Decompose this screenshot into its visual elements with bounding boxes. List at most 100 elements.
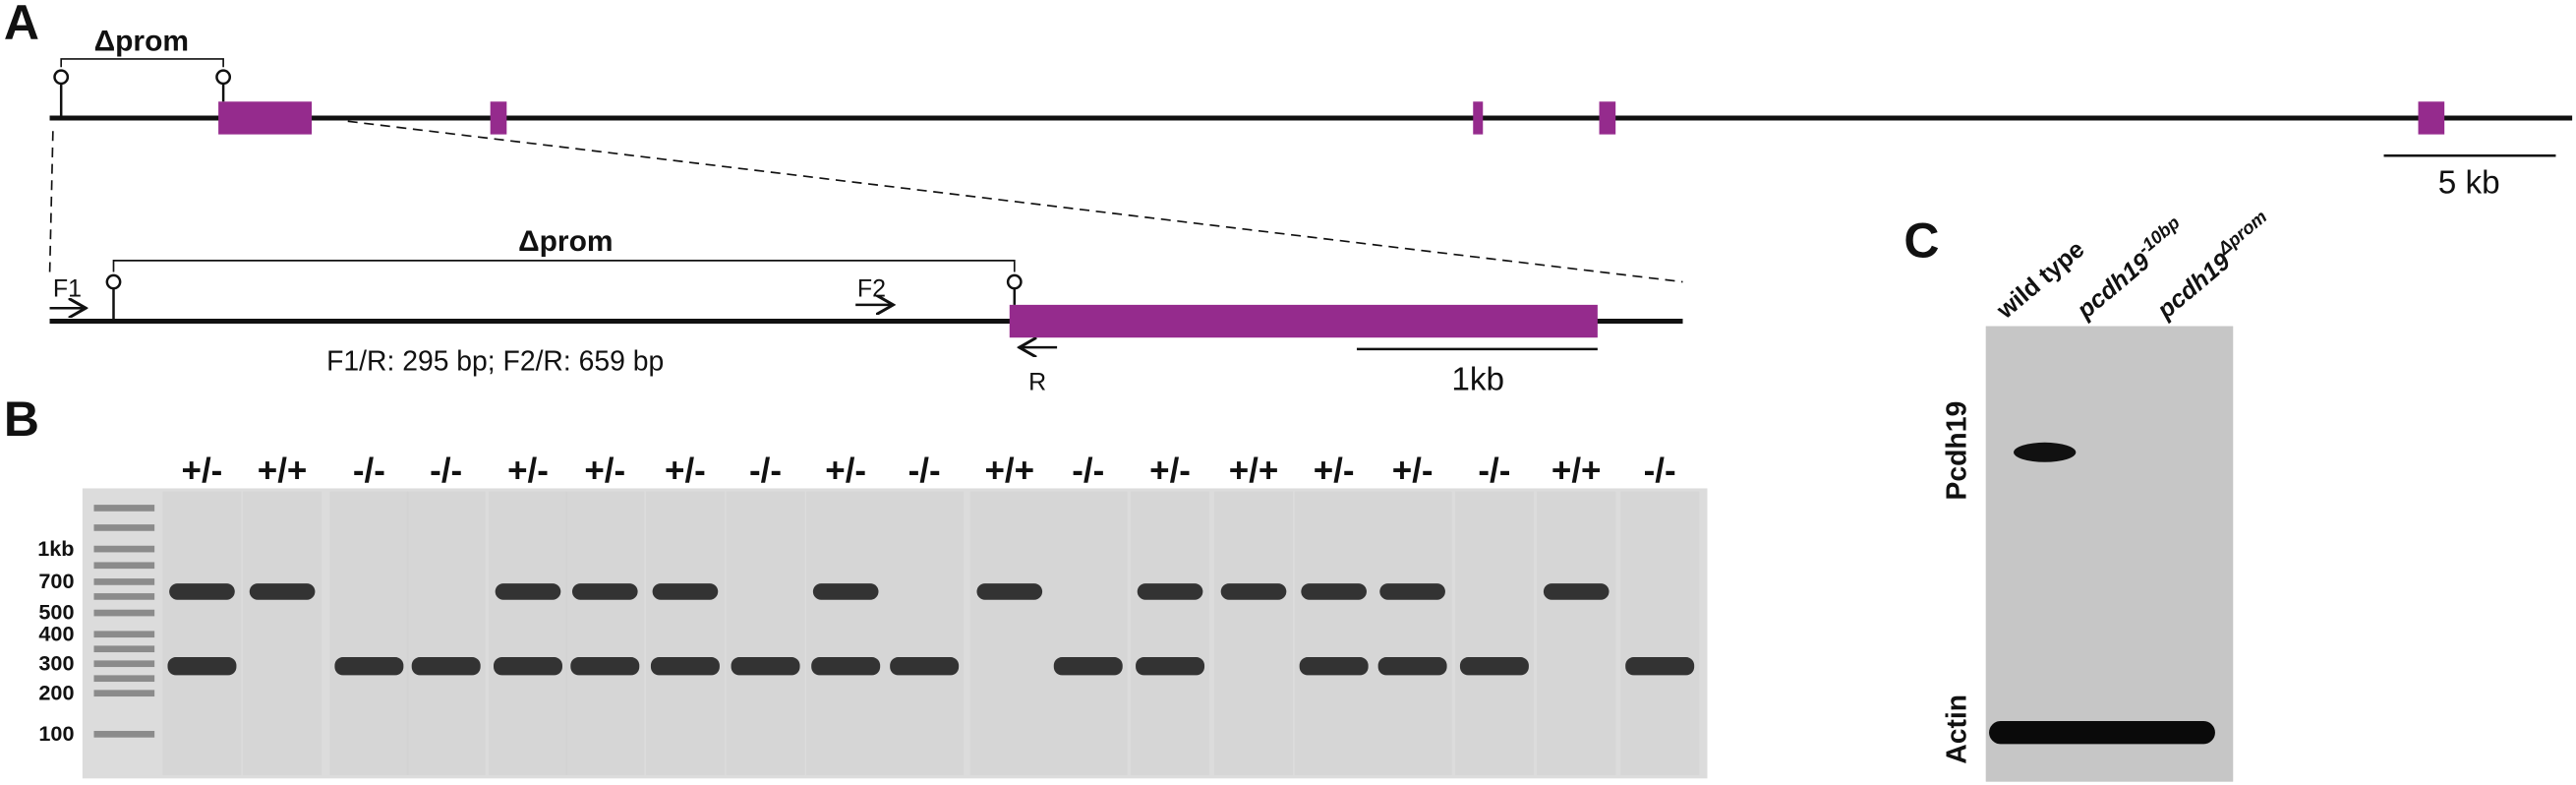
product-sizes: F1/R: 295 bp; F2/R: 659 bp	[326, 346, 664, 378]
genotype-label: -/-	[1072, 452, 1104, 490]
band	[811, 657, 881, 676]
band	[650, 657, 720, 676]
scale-label: 1kb	[1451, 362, 1504, 398]
panel-label: C	[1903, 213, 1939, 269]
ladder-band	[93, 545, 155, 553]
ladder-band	[93, 645, 155, 653]
band	[1136, 657, 1205, 676]
lane	[1214, 491, 1293, 776]
lane	[1620, 491, 1700, 776]
ladder-band	[93, 609, 155, 617]
genotype-label: -/-	[353, 452, 385, 490]
band	[411, 657, 481, 676]
ladder-label: 300	[38, 650, 74, 675]
genotype-label: +/+	[258, 452, 308, 490]
lane	[1454, 491, 1534, 776]
band	[976, 583, 1043, 600]
ladder-band	[93, 731, 155, 738]
band	[731, 657, 800, 676]
lane	[726, 491, 805, 776]
lane	[329, 491, 409, 776]
lane	[969, 491, 1049, 776]
band	[1220, 583, 1287, 600]
lane	[645, 491, 725, 776]
genotype-label: +/-	[507, 452, 549, 490]
band	[169, 583, 235, 600]
band	[1053, 657, 1123, 676]
band	[1989, 721, 2215, 745]
lane	[806, 491, 886, 776]
band	[570, 657, 640, 676]
ladder-band	[93, 675, 155, 683]
band	[249, 583, 316, 600]
lane-sup: -10bp	[2134, 211, 2184, 258]
primer-label: R	[1028, 369, 1046, 396]
band	[167, 657, 237, 676]
genotype-label: +/-	[182, 452, 223, 490]
lane-name: wild type	[1991, 235, 2090, 325]
genotype-label: -/-	[430, 452, 462, 490]
genotype-label: -/-	[749, 452, 782, 490]
lane	[406, 491, 486, 776]
ladder-band	[93, 562, 155, 570]
gene-model	[48, 58, 2573, 283]
row-label: Pcdh19	[1942, 401, 1973, 501]
genotype-label: +/-	[584, 452, 625, 490]
genotype-label: +/+	[1551, 452, 1602, 490]
genotype-label: +/-	[665, 452, 706, 490]
ladder-label: 500	[38, 600, 74, 625]
genotype-label: -/-	[1644, 452, 1676, 490]
genotype-label: +/-	[1314, 452, 1355, 490]
band	[1299, 657, 1369, 676]
lane	[1048, 491, 1128, 776]
band	[1377, 657, 1447, 676]
ladder-label: 200	[38, 680, 74, 704]
genotype-label: +/+	[985, 452, 1035, 490]
ladder-band	[93, 631, 155, 638]
ladder-band	[93, 578, 155, 585]
band	[1459, 657, 1529, 676]
ladder-band	[93, 524, 155, 531]
deletion-label: Δprom	[518, 225, 613, 258]
ladder-label: 100	[38, 721, 74, 746]
band	[812, 583, 879, 600]
genotype-label: +/-	[1392, 452, 1434, 490]
ladder-band	[93, 593, 155, 600]
primer-label: F2	[857, 275, 886, 303]
band	[571, 583, 638, 600]
genotype-label: +/-	[825, 452, 866, 490]
lane	[1537, 491, 1616, 776]
lane-sup: Δprom	[2213, 206, 2271, 259]
lane-label: wild type	[1991, 235, 2090, 325]
band	[652, 583, 719, 600]
ladder-label: 400	[38, 621, 74, 645]
lane-name: pcdh19	[2151, 248, 2236, 325]
lane	[1373, 491, 1452, 776]
lane	[162, 491, 242, 776]
deletion-label: Δprom	[94, 26, 189, 58]
lane	[1131, 491, 1210, 776]
genotype-label: +/-	[1149, 452, 1191, 490]
ladder-band	[93, 505, 155, 512]
primer-label: F1	[53, 275, 82, 303]
band	[495, 583, 561, 600]
panel-label: A	[4, 0, 39, 50]
genotype-label: -/-	[1478, 452, 1510, 490]
lane	[565, 491, 645, 776]
panel-label: B	[4, 392, 39, 447]
lane	[885, 491, 965, 776]
genotype-label: +/+	[1229, 452, 1279, 490]
band	[1625, 657, 1695, 676]
band	[1137, 583, 1203, 600]
ladder-band	[93, 660, 155, 668]
blot	[1985, 326, 2234, 782]
lane	[1294, 491, 1374, 776]
ladder-label: 700	[38, 569, 74, 593]
band	[2014, 442, 2077, 462]
band	[334, 657, 404, 676]
band	[1543, 583, 1610, 600]
ladder-label: 1kb	[37, 536, 74, 561]
band	[1301, 583, 1367, 600]
band	[494, 657, 562, 676]
